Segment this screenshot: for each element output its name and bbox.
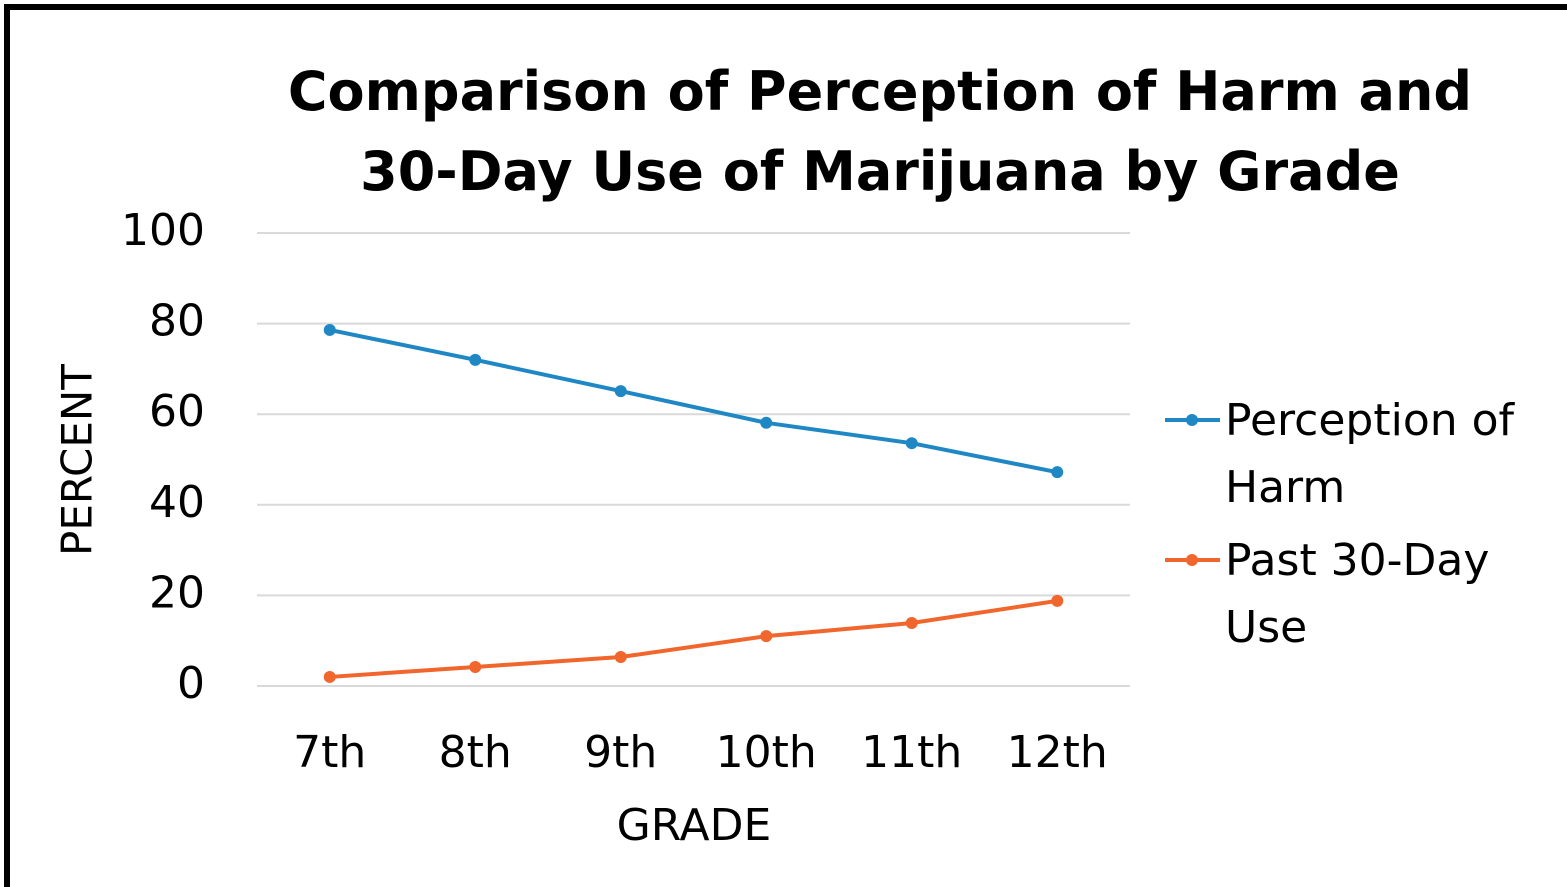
point (323, 323, 336, 336)
point (323, 670, 336, 683)
y-axis-label: PERCENT (53, 364, 102, 556)
y-tick-label: 80 (149, 296, 205, 347)
y-tick-label: 0 (177, 658, 205, 709)
legend-swatch-point (1186, 414, 1198, 426)
legend-label: Past 30-Day Use (1225, 535, 1490, 653)
legend-label: Perception of Harm (1225, 395, 1515, 513)
y-tick-label: 20 (149, 567, 205, 618)
point (760, 630, 773, 643)
y-tick-label: 40 (149, 477, 205, 528)
x-tick-label: 11th (861, 727, 962, 778)
x-tick-label: 8th (439, 727, 512, 778)
y-tick-label: 100 (121, 205, 205, 256)
point (760, 416, 773, 429)
point (1051, 466, 1064, 479)
y-tick-label: 60 (149, 386, 205, 437)
point (1051, 594, 1064, 607)
legend-swatch-point (1186, 554, 1198, 566)
point (614, 385, 627, 398)
point (905, 617, 918, 630)
frame (4, 4, 1567, 887)
x-tick-label: 9th (584, 727, 657, 778)
x-axis-label: GRADE (617, 800, 772, 851)
point (469, 353, 482, 366)
series-line (329, 327, 1058, 475)
point (614, 651, 627, 664)
x-tick-label: 12th (1007, 727, 1108, 778)
point (469, 660, 482, 673)
x-tick-label: 7th (293, 727, 366, 778)
point (905, 437, 918, 450)
chart-title: Comparison of Perception of Harm and 30-… (287, 60, 1473, 203)
x-tick-label: 10th (716, 727, 817, 778)
series-line (329, 598, 1058, 679)
